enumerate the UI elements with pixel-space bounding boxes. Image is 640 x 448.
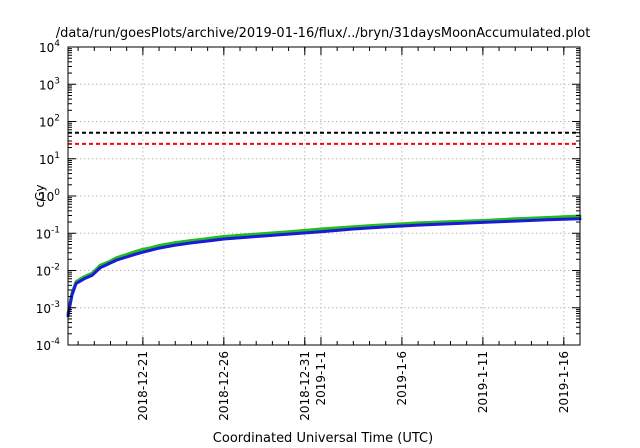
y-tick-label: 100 bbox=[39, 188, 60, 204]
y-ticks: 10-4 10-3 10-2 10-1 100 101 102 103 104 bbox=[36, 39, 580, 353]
y-tick-label: 102 bbox=[39, 114, 60, 130]
y-tick-label: 101 bbox=[39, 151, 60, 167]
y-tick-label: 10-2 bbox=[36, 263, 60, 279]
x-tick-label: 2019-1-16 bbox=[557, 351, 571, 413]
y-tick-label: 103 bbox=[39, 76, 60, 92]
x-tick-label: 2018-12-21 bbox=[136, 351, 150, 421]
x-tick-label: 2019-1-6 bbox=[395, 351, 409, 405]
x-tick-label: 2019-1-1 bbox=[314, 351, 328, 405]
y-tick-label: 104 bbox=[39, 39, 60, 55]
x-tick-label: 2019-1-11 bbox=[476, 351, 490, 413]
series-line-2 bbox=[66, 217, 582, 318]
y-tick-label: 10-4 bbox=[36, 337, 61, 353]
series-line-1 bbox=[66, 214, 582, 315]
x-tick-label: 2018-12-26 bbox=[217, 351, 231, 421]
series-layer bbox=[66, 214, 582, 318]
grid bbox=[68, 47, 580, 345]
y-tick-label: 10-1 bbox=[36, 225, 60, 241]
y-tick-label: 10-3 bbox=[36, 300, 60, 316]
chart-title: /data/run/goesPlots/archive/2019-01-16/f… bbox=[56, 26, 591, 41]
y-axis-label: cGy bbox=[33, 185, 47, 208]
reference-lines bbox=[68, 131, 580, 145]
x-axis-label: Coordinated Universal Time (UTC) bbox=[213, 431, 433, 446]
x-tick-label: 2018-12-31 bbox=[298, 351, 312, 421]
x-ticks: 2018-12-21 2018-12-26 2018-12-31 2019-1-1 20… bbox=[77, 47, 571, 421]
